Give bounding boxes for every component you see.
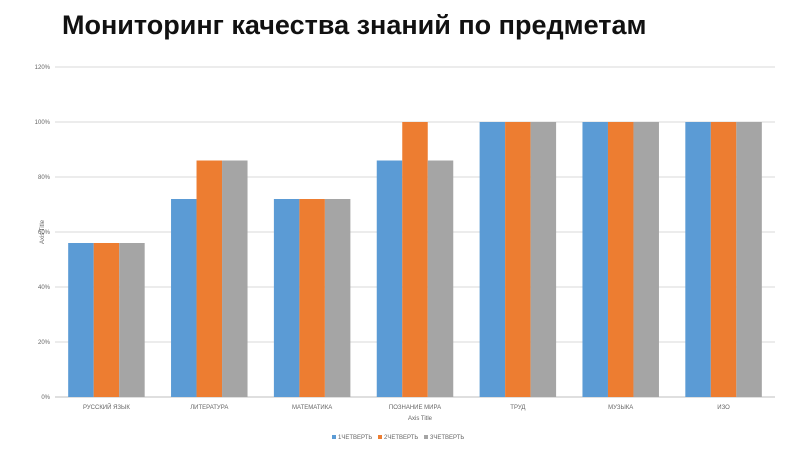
- page-title: Мониторинг качества знаний по предметам: [62, 10, 647, 40]
- x-tick-label: ПОЗНАНИЕ МИРА: [389, 405, 441, 411]
- x-axis-categories: РУССКИЙ ЯЗЫК ЛИТЕРАТУРА МАТЕМАТИКА ПОЗНАНИЕ…: [83, 403, 730, 411]
- bar: [736, 122, 762, 397]
- legend-swatch: [332, 435, 336, 439]
- bar: [607, 122, 634, 397]
- bar: [633, 122, 659, 397]
- bar: [479, 122, 506, 397]
- bar: [171, 199, 197, 397]
- bar: [710, 122, 737, 397]
- bar: [530, 122, 557, 397]
- legend-item: 1ЧЕТВЕРТЬ: [338, 435, 372, 441]
- x-axis-title: Axis Title: [408, 416, 433, 422]
- bar: [324, 199, 351, 397]
- legend-item: 3ЧЕТВЕРТЬ: [430, 435, 464, 441]
- bar: [376, 160, 403, 397]
- y-tick-label: 80%: [38, 175, 51, 181]
- y-axis-ticks: 0% 20% 40% 60% 80% 100% 120%: [35, 65, 51, 401]
- bar: [402, 122, 428, 397]
- legend-item: 2ЧЕТВЕРТЬ: [384, 435, 418, 441]
- bar: [196, 160, 223, 397]
- bar: [222, 160, 248, 397]
- y-tick-label: 120%: [35, 65, 51, 71]
- legend-swatch: [378, 435, 382, 439]
- bar: [119, 243, 145, 397]
- x-tick-label: МАТЕМАТИКА: [292, 405, 332, 411]
- bar: [427, 160, 454, 397]
- y-tick-label: 20%: [38, 340, 51, 346]
- bar: [299, 199, 325, 397]
- y-tick-label: 0%: [41, 395, 50, 401]
- legend: 1ЧЕТВЕРТЬ 2ЧЕТВЕРТЬ 3ЧЕТВЕРТЬ: [332, 435, 464, 441]
- y-tick-label: 40%: [38, 285, 51, 291]
- bar: [505, 122, 531, 397]
- bar: [582, 122, 608, 397]
- x-tick-label: МУЗЫКА: [608, 405, 633, 411]
- x-tick-label: ЛИТЕРАТУРА: [190, 405, 228, 411]
- y-axis-title: Axis Title: [40, 219, 46, 244]
- x-tick-label: ТРУД: [510, 405, 525, 411]
- bar: [273, 199, 300, 397]
- bar: [68, 243, 94, 397]
- legend-swatch: [424, 435, 428, 439]
- bar: [93, 243, 120, 397]
- y-tick-label: 60%: [38, 230, 51, 236]
- y-tick-label: 100%: [35, 120, 51, 126]
- x-tick-label: РУССКИЙ ЯЗЫК: [83, 403, 130, 411]
- bars: [68, 122, 762, 397]
- x-tick-label: ИЗО: [717, 405, 730, 411]
- bar: [685, 122, 711, 397]
